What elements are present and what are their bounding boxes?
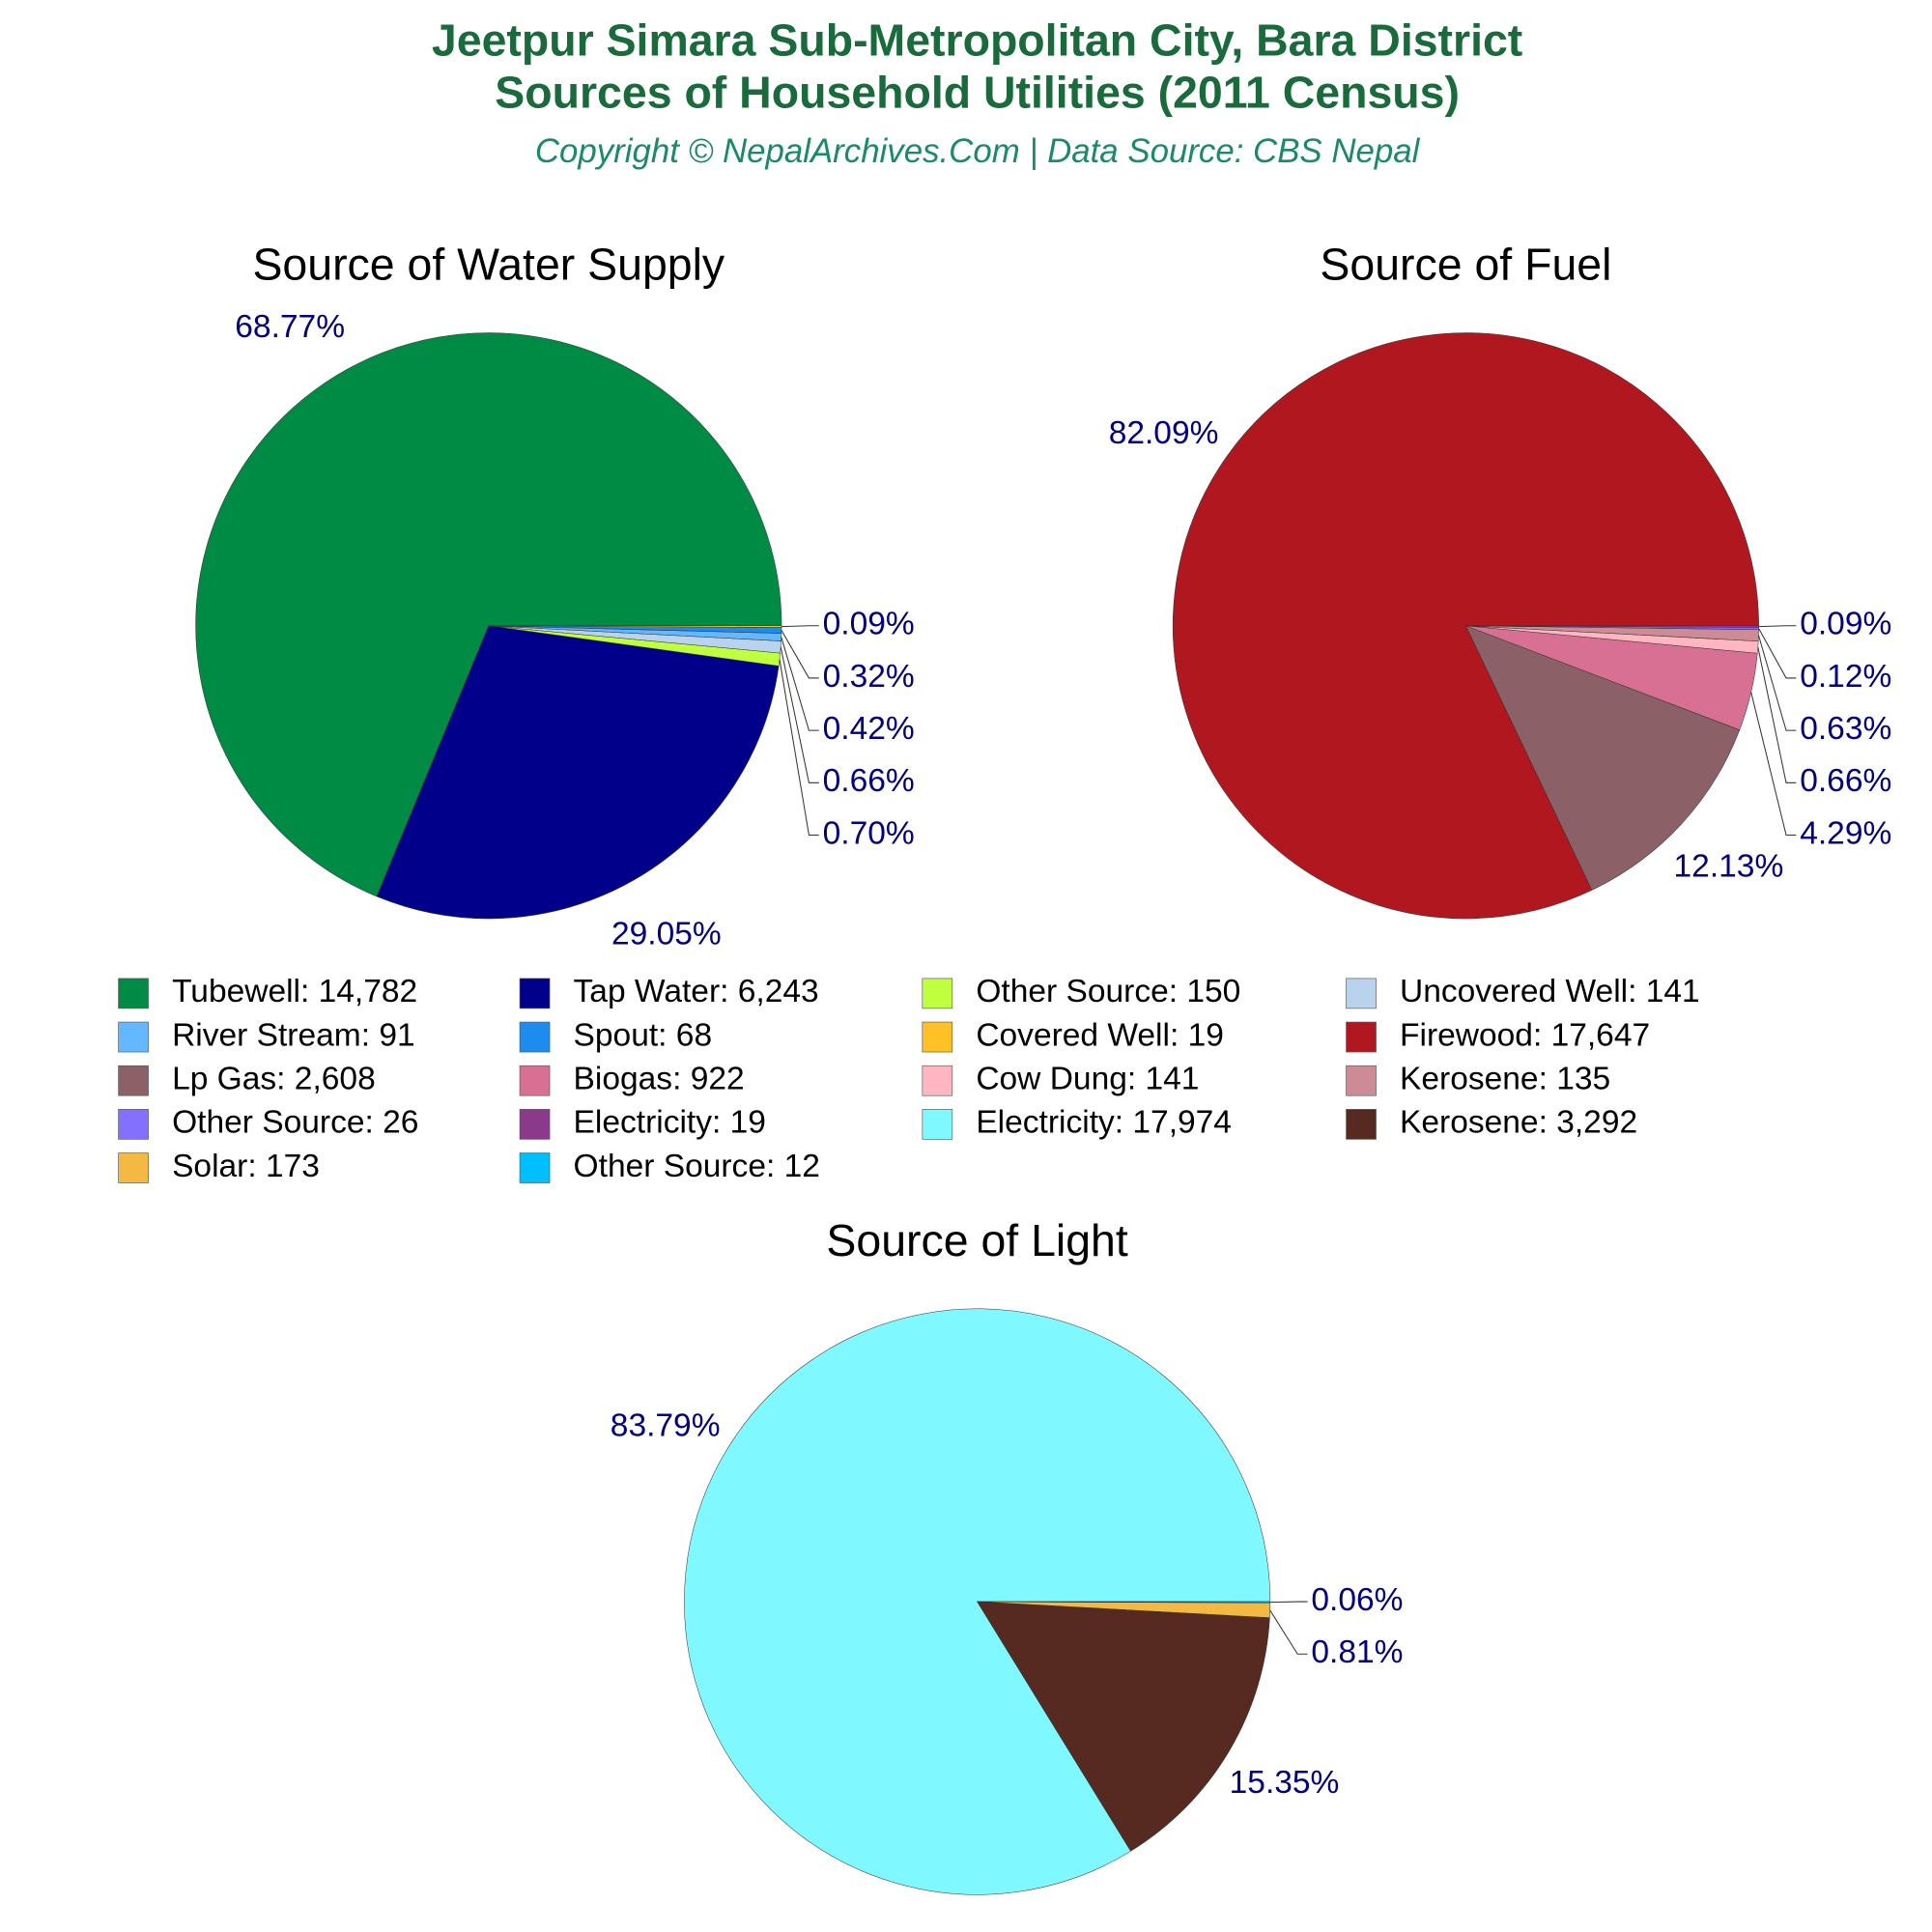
legend-swatch — [519, 1021, 551, 1053]
pie-title: Source of Water Supply — [252, 240, 724, 290]
leader-line — [781, 625, 819, 628]
pie-title: Source of Fuel — [1320, 240, 1611, 290]
legend-swatch — [118, 1109, 149, 1140]
leader-line — [779, 659, 819, 837]
value-label: 0.63% — [1800, 711, 1891, 747]
legend-label: Other Source: 12 — [574, 1149, 820, 1184]
legend-label: Biogas: 922 — [574, 1062, 745, 1097]
leader-line — [1757, 646, 1797, 783]
legend-swatch — [519, 1065, 551, 1096]
pie-slice — [977, 1601, 1270, 1852]
pie-title: Source of Light — [826, 1215, 1127, 1265]
leader-line — [780, 646, 819, 783]
legend-label: Cow Dung: 141 — [976, 1062, 1199, 1097]
legend-label: Solar: 173 — [172, 1149, 320, 1184]
value-label: 0.66% — [823, 763, 915, 799]
pie-slice — [376, 625, 780, 920]
chart-subtitle: Copyright © NepalArchives.Com | Data Sou… — [535, 132, 1421, 170]
value-label: 0.06% — [1311, 1582, 1403, 1618]
leader-line — [1757, 635, 1797, 731]
legend-swatch — [922, 978, 953, 1009]
value-label: 0.32% — [823, 659, 915, 695]
value-label: 0.81% — [1311, 1634, 1403, 1670]
value-label: 4.29% — [1800, 815, 1891, 851]
pie-slice — [488, 625, 782, 628]
legend-swatch — [1346, 978, 1377, 1009]
legend-swatch — [922, 1021, 953, 1053]
legend-label: Kerosene: 135 — [1400, 1062, 1610, 1097]
legend-label: Firewood: 17,647 — [1400, 1017, 1650, 1053]
legend-swatch — [118, 978, 149, 1009]
legend-swatch — [118, 1021, 149, 1053]
legend-label: Uncovered Well: 141 — [1400, 974, 1700, 1009]
value-label: 82.09% — [1109, 415, 1219, 451]
legend-label: Other Source: 26 — [172, 1105, 418, 1141]
chart-title: Sources of Household Utilities (2011 Cen… — [495, 68, 1460, 118]
chart-title: Jeetpur Simara Sub-Metropolitan City, Ba… — [432, 14, 1522, 65]
leader-line — [781, 637, 819, 731]
legend-swatch — [922, 1109, 953, 1140]
legend-swatch — [519, 1152, 551, 1183]
value-label: 0.09% — [823, 607, 915, 642]
leader-line — [781, 630, 819, 679]
legend-swatch — [118, 1152, 149, 1183]
legend-swatch — [1346, 1109, 1377, 1140]
legend-label: Covered Well: 19 — [976, 1017, 1224, 1053]
value-label: 0.12% — [1800, 659, 1891, 695]
legend-label: Other Source: 150 — [976, 974, 1240, 1009]
leader-line — [1269, 1609, 1308, 1655]
leader-line — [1758, 625, 1797, 628]
value-label: 0.42% — [823, 711, 915, 747]
pie-slice — [1464, 625, 1741, 891]
legend-label: Electricity: 17,974 — [976, 1105, 1232, 1141]
legend-swatch — [922, 1065, 953, 1096]
value-label: 83.79% — [611, 1407, 721, 1443]
leader-line — [1758, 628, 1797, 679]
legend-swatch — [519, 978, 551, 1009]
legend-swatch — [1346, 1021, 1377, 1053]
legend-swatch — [1346, 1065, 1377, 1096]
leader-line — [1269, 1601, 1308, 1604]
value-label: 0.09% — [1800, 607, 1891, 642]
value-label: 0.70% — [823, 815, 915, 851]
legend-label: Kerosene: 3,292 — [1400, 1105, 1637, 1141]
legend-label: Tap Water: 6,243 — [574, 974, 819, 1009]
legend-swatch — [118, 1065, 149, 1096]
pie-slice — [195, 332, 782, 897]
value-label: 12.13% — [1674, 848, 1784, 884]
value-label: 29.05% — [611, 917, 722, 952]
legend-label: Tubewell: 14,782 — [172, 974, 417, 1009]
legend-swatch — [519, 1109, 551, 1140]
value-label: 68.77% — [235, 309, 345, 345]
legend-label: Electricity: 19 — [574, 1105, 766, 1141]
legend-label: River Stream: 91 — [172, 1017, 415, 1053]
value-label: 0.66% — [1800, 763, 1891, 799]
value-label: 15.35% — [1230, 1765, 1340, 1801]
legend-label: Lp Gas: 2,608 — [172, 1062, 376, 1097]
legend-label: Spout: 68 — [574, 1017, 713, 1053]
leader-line — [1750, 692, 1797, 837]
